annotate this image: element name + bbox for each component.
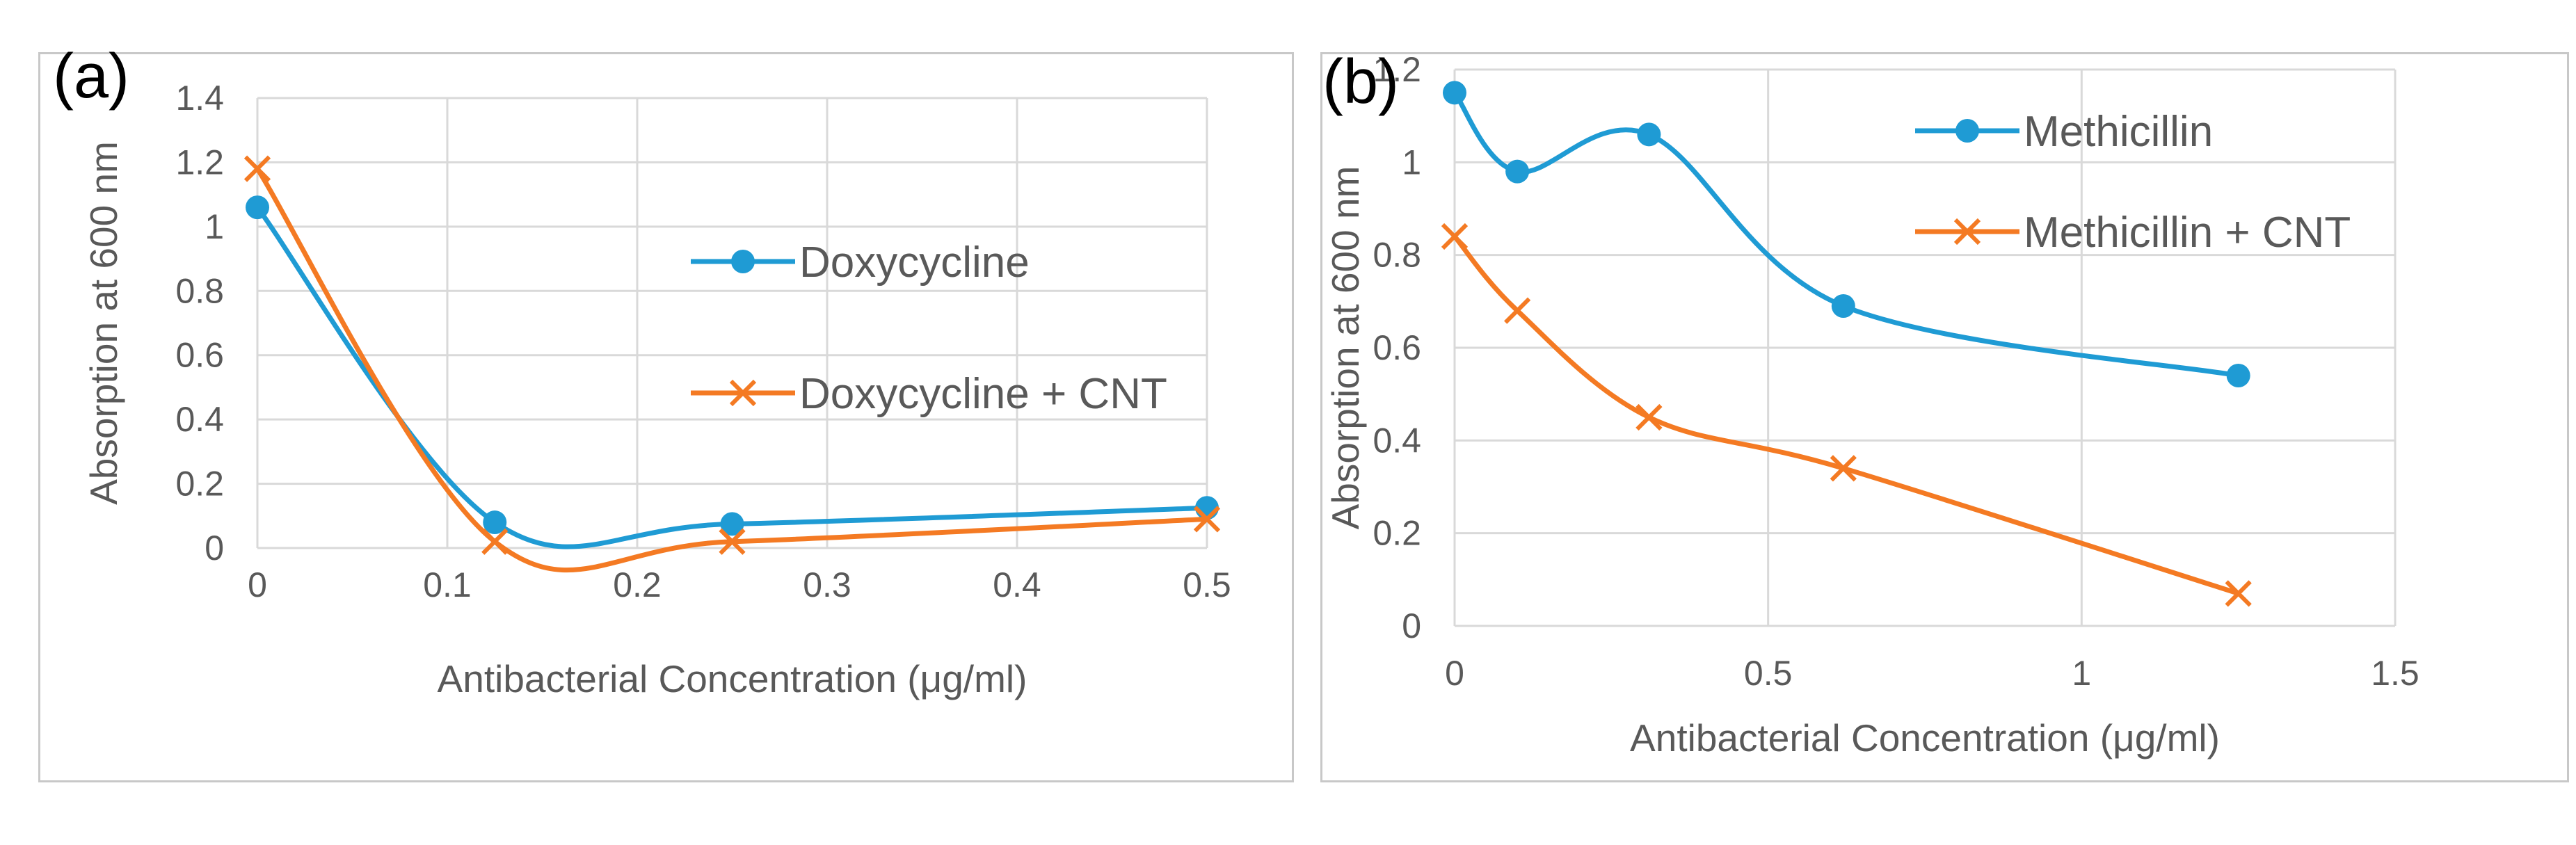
x-tick-label: 0: [248, 565, 267, 604]
y-tick-label: 1: [1402, 143, 1421, 182]
x-tick-label: 1.5: [2371, 654, 2419, 693]
y-axis-title: Absorption at 600 nm: [82, 141, 125, 505]
legend-marker: [1955, 119, 1979, 143]
x-axis-title: Antibacterial Concentration (μg/ml): [1630, 716, 2220, 759]
data-point: [720, 512, 744, 536]
legend-label: Methicillin + CNT: [2024, 209, 2351, 257]
data-point: [246, 195, 269, 220]
y-tick-label: 0.8: [1373, 236, 1421, 275]
y-tick-label: 0.6: [1373, 328, 1421, 367]
legend-label: Methicillin: [2024, 108, 2213, 156]
y-tick-label: 0.8: [175, 271, 224, 310]
series-line: [255, 167, 1208, 573]
x-tick-label: 0.5: [1183, 565, 1231, 604]
series-line: [1453, 234, 2239, 596]
y-tick-label: 0.4: [1373, 421, 1421, 460]
chart-panel-a: 0 0.2 0.4 0.6 0.8 1 1.2 1.4 0 0.1 0.2 0.3 0.4 0.5 Anti…: [38, 42, 1294, 782]
y-tick-label: 1: [205, 207, 224, 246]
data-point: [719, 528, 746, 555]
chart-a-svg: 0 0.2 0.4 0.6 0.8 1 1.2 1.4 0 0.1 0.2 0.3 0.4 0.5 Anti…: [53, 42, 1231, 700]
y-tick-label: 1.2: [1373, 50, 1421, 89]
data-point: [1443, 81, 1466, 105]
x-tick-label: 0.4: [993, 565, 1041, 604]
x-tick-label: 0.1: [423, 565, 472, 604]
y-tick-label: 0.2: [175, 465, 224, 504]
data-point: [2225, 580, 2252, 607]
data-point: [1637, 122, 1661, 147]
data-point: [1830, 455, 1857, 482]
chart-b-svg: 0 0.2 0.4 0.6 0.8 1 1.2 0 0.5 1 1.5 Antibacterial C…: [1322, 47, 2419, 759]
y-tick-label: 1.4: [175, 79, 224, 118]
chart-panel-b: 0 0.2 0.4 0.6 0.8 1 1.2 0 0.5 1 1.5 Antibacterial C…: [1320, 47, 2569, 782]
y-tick-label: 0: [205, 529, 224, 568]
y-tick-label: 0: [1402, 606, 1421, 645]
y-tick-label: 0.2: [1373, 514, 1421, 553]
y-axis-title: Absorption at 600 nm: [1324, 166, 1367, 530]
data-point: [481, 528, 509, 555]
x-tick-label: 1: [2072, 654, 2091, 693]
legend-marker: [731, 250, 755, 273]
x-tick-label: 0: [1445, 654, 1464, 693]
panel-label: (a): [53, 42, 129, 111]
data-point: [1441, 223, 1469, 250]
x-tick-label: 0.2: [613, 565, 662, 604]
panel-label: (b): [1322, 47, 1399, 117]
data-point: [1195, 496, 1219, 520]
data-point: [2226, 364, 2250, 387]
y-tick-label: 0.4: [175, 400, 224, 439]
data-point: [483, 510, 507, 535]
x-tick-label: 0.3: [803, 565, 851, 604]
data-point: [1505, 159, 1530, 184]
legend-label: Doxycycline + CNT: [799, 370, 1167, 418]
y-tick-label: 1.2: [175, 143, 224, 182]
y-tick-label: 0.6: [175, 336, 224, 375]
data-point: [1831, 294, 1855, 318]
series-line: [255, 206, 1208, 549]
data-point: [243, 155, 271, 182]
data-point: [1504, 297, 1531, 324]
x-axis-title: Antibacterial Concentration (μg/ml): [438, 657, 1027, 700]
data-point: [1635, 403, 1663, 431]
x-tick-label: 0.5: [1744, 654, 1793, 693]
legend-label: Doxycycline: [799, 239, 1030, 287]
legend-marker: [729, 379, 757, 407]
data-point: [1193, 506, 1221, 533]
legend-marker: [1953, 218, 1981, 246]
